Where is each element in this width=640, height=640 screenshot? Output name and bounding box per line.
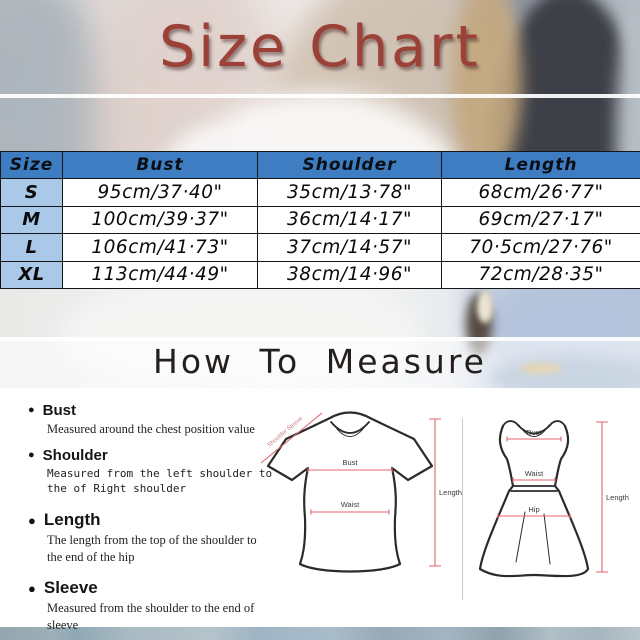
measure-item-label: Bust bbox=[42, 402, 76, 419]
waist-measure-line bbox=[512, 477, 556, 483]
table-row: S 95cm/37·40" 35cm/13·78" 68cm/26·77" bbox=[0, 178, 640, 207]
shoulder-cell: 37cm/14·57" bbox=[257, 233, 442, 262]
size-cell: S bbox=[0, 178, 63, 207]
measure-item-description: Measured from the left shoulder to the o… bbox=[47, 466, 273, 496]
size-cell: L bbox=[0, 233, 63, 262]
list-item: ● Sleeve Measured from the shoulder to t… bbox=[28, 578, 263, 633]
shoulder-cell: 35cm/13·78" bbox=[257, 178, 442, 207]
size-cell: M bbox=[0, 205, 63, 235]
bust-cell: 113cm/44·49" bbox=[62, 260, 258, 289]
tshirt-outline bbox=[266, 411, 434, 573]
how-to-measure-title: How To Measure bbox=[153, 342, 487, 381]
length-measure-line bbox=[429, 418, 441, 567]
bottom-photo-strip bbox=[0, 627, 640, 640]
photo-blur-shape bbox=[477, 291, 493, 323]
table-header-row: Size Bust Shoulder Length bbox=[0, 150, 640, 180]
length-cell: 70·5cm/27·76" bbox=[441, 233, 640, 262]
photo-blur-shape-hair bbox=[452, 0, 522, 152]
vertical-divider bbox=[462, 418, 463, 600]
length-cell: 68cm/26·77" bbox=[441, 178, 640, 207]
bust-cell: 95cm/37·40" bbox=[62, 178, 258, 207]
list-item: ● Shoulder Measured from the left should… bbox=[28, 446, 272, 498]
length-measure-line bbox=[596, 421, 608, 573]
column-header-bust: Bust bbox=[62, 150, 258, 180]
column-header-size: Size bbox=[0, 150, 63, 180]
page-title: Size Chart bbox=[159, 14, 481, 80]
dress-bust-label: Bust bbox=[526, 428, 542, 437]
bust-cell: 106cm/41·73" bbox=[62, 233, 258, 262]
list-item: ● Bust Measured around the chest positio… bbox=[28, 402, 263, 438]
dress-neckline bbox=[502, 420, 566, 435]
shoulder-cell: 38cm/14·96" bbox=[257, 260, 442, 289]
hip-measure-line bbox=[497, 513, 571, 519]
list-item: ● Length The length from the top of the … bbox=[28, 510, 263, 565]
table-row: XL 113cm/44·49" 38cm/14·96" 72cm/28·35" bbox=[0, 260, 640, 289]
measure-item-description: Measured from the shoulder to the end of… bbox=[47, 601, 255, 632]
measure-item-description: Measured around the chest position value bbox=[47, 422, 255, 436]
dress-waist-label: Waist bbox=[525, 469, 544, 478]
tshirt-collar-line bbox=[333, 424, 367, 437]
dress-hip-label: Hip bbox=[528, 505, 539, 514]
column-header-length: Length bbox=[441, 150, 640, 180]
measure-item-label: Sleeve bbox=[43, 578, 98, 598]
dress-measure-diagram: Bust Waist Hip Length bbox=[478, 420, 629, 578]
bullet-icon: ● bbox=[28, 448, 35, 461]
bullet-icon: ● bbox=[28, 404, 35, 416]
length-cell: 72cm/28·35" bbox=[441, 260, 640, 289]
size-cell: XL bbox=[0, 260, 63, 289]
bust-measure-line bbox=[307, 467, 393, 473]
measure-instructions-list: ● Bust Measured around the chest positio… bbox=[28, 402, 272, 640]
bust-measure-line bbox=[506, 436, 562, 442]
top-photo-background bbox=[0, 0, 640, 152]
dress-length-label: Length bbox=[606, 493, 629, 502]
shoulder-cell: 36cm/14·17" bbox=[257, 205, 442, 235]
bust-cell: 100cm/39·37" bbox=[62, 205, 258, 235]
shirt-bust-label: Bust bbox=[342, 458, 358, 467]
bullet-icon: ● bbox=[28, 580, 36, 596]
measure-item-label: Length bbox=[43, 510, 101, 530]
measure-item-description: The length from the top of the shoulder … bbox=[47, 533, 257, 564]
size-chart-table: Size Bust Shoulder Length S 95cm/37·40" … bbox=[0, 150, 640, 289]
dress-waist-seam bbox=[510, 485, 558, 492]
white-divider-line bbox=[0, 337, 640, 341]
waist-measure-line bbox=[310, 509, 390, 515]
shirt-length-label: Length bbox=[439, 488, 462, 497]
measure-item-label: Shoulder bbox=[42, 446, 108, 464]
bullet-icon: ● bbox=[28, 512, 36, 528]
dress-skirt-fold-lines bbox=[515, 511, 551, 565]
shirt-waist-label: Waist bbox=[341, 500, 360, 509]
dress-neckline-inner bbox=[518, 424, 550, 437]
table-row: M 100cm/39·37" 36cm/14·17" 69cm/27·17" bbox=[0, 205, 640, 235]
shoulder-sleeve-measure-line bbox=[260, 412, 323, 464]
length-cell: 69cm/27·17" bbox=[441, 205, 640, 235]
white-divider-line bbox=[0, 94, 640, 98]
tshirt-measure-diagram: Shoulder Sleeve Bust Waist Length bbox=[260, 411, 462, 573]
table-row: L 106cm/41·73" 37cm/14·57" 70·5cm/27·76" bbox=[0, 233, 640, 262]
dress-outline bbox=[478, 424, 590, 578]
middle-photo-background: How To Measure bbox=[0, 285, 640, 388]
title-overlay-band bbox=[0, 341, 640, 388]
column-header-shoulder: Shoulder bbox=[257, 150, 442, 180]
